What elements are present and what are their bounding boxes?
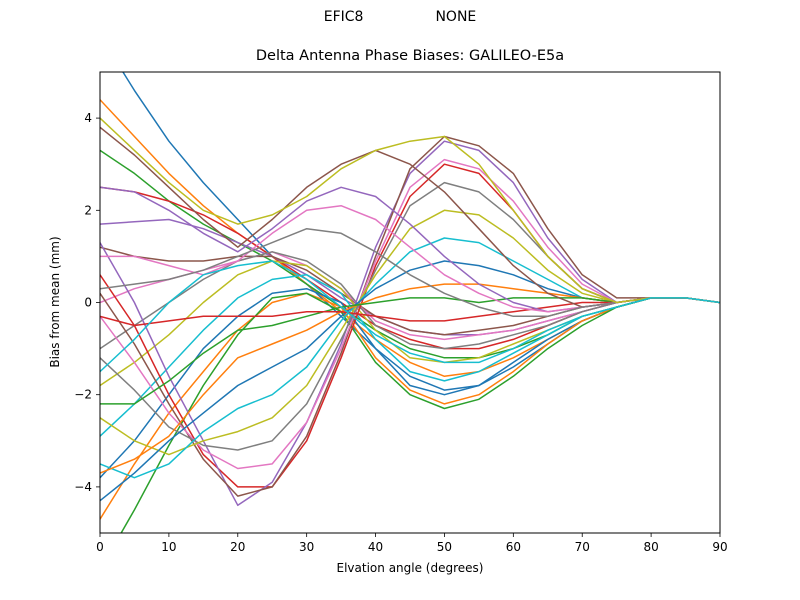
y-tick-label: 0 <box>84 296 92 310</box>
figure-suptitle: EFIC8 NONE <box>0 9 800 25</box>
y-tick-label: 4 <box>84 111 92 125</box>
suptitle-model: NONE <box>435 9 477 25</box>
series-line-c28 <box>100 227 720 318</box>
series-line-c29 <box>100 117 720 304</box>
series-line-c30 <box>100 260 720 373</box>
x-axis-label: Elvation angle (degrees) <box>336 561 484 575</box>
series-line-c18 <box>100 181 720 451</box>
suptitle-station: EFIC8 <box>323 9 364 25</box>
x-tick-label: 0 <box>96 540 104 554</box>
series-line-c9 <box>100 260 720 387</box>
x-tick-label: 80 <box>643 540 658 554</box>
x-tick-label: 70 <box>575 540 590 554</box>
x-tick-label: 30 <box>299 540 314 554</box>
x-axis-ticks: 0 10 20 30 40 50 60 70 80 90 <box>96 533 728 554</box>
y-tick-label: −4 <box>74 480 92 494</box>
series-line-c23 <box>100 297 720 405</box>
y-axis-ticks: −4 −2 0 2 4 <box>74 111 100 494</box>
x-tick-label: 20 <box>230 540 245 554</box>
series-line-c27 <box>100 204 720 313</box>
x-tick-label: 40 <box>368 540 383 554</box>
series-line-c3 <box>100 149 720 359</box>
chart-title: Delta Antenna Phase Biases: GALILEO-E5a <box>255 48 565 64</box>
series-line-c6 <box>100 246 720 336</box>
y-tick-label: 2 <box>84 203 92 217</box>
x-tick-label: 90 <box>712 540 727 554</box>
series-line-c4 <box>100 186 720 350</box>
series-line-c10 <box>100 274 720 437</box>
x-tick-label: 10 <box>161 540 176 554</box>
data-curves <box>100 72 720 533</box>
x-tick-label: 50 <box>437 540 452 554</box>
series-line-c7 <box>100 251 720 341</box>
series-line-c21 <box>100 260 720 502</box>
series-line-c1 <box>122 72 720 391</box>
y-axis-label: Bias from mean (mm) <box>48 236 62 368</box>
series-line-c16 <box>100 135 720 497</box>
x-tick-label: 60 <box>506 540 521 554</box>
y-tick-label: −2 <box>74 388 92 402</box>
